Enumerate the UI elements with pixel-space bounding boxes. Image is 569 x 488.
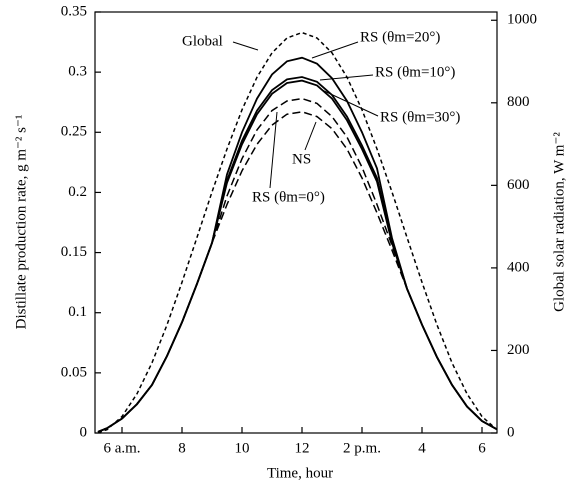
x-tick-label: 6 (478, 440, 486, 456)
y-tick-label: 0.35 (61, 3, 87, 19)
y-tick-label: 0.3 (68, 64, 87, 80)
y2-tick-label: 400 (507, 259, 530, 275)
y-tick-label: 0.15 (61, 244, 87, 260)
x-tick-label: 8 (178, 440, 186, 456)
x-tick-label: 10 (235, 440, 250, 456)
series-label: NS (292, 151, 311, 167)
y2-axis-label: Global solar radiation, W m⁻² (551, 132, 567, 312)
x-tick-label: 6 a.m. (103, 440, 140, 456)
y-axis-label: Distillate production rate, g m⁻² s⁻¹ (13, 115, 29, 330)
series-label: RS (θm=10°) (375, 64, 455, 80)
y-tick-label: 0.05 (61, 364, 87, 380)
series-label: RS (θm=20°) (360, 29, 440, 45)
y2-tick-label: 600 (507, 177, 530, 193)
y2-tick-label: 0 (507, 424, 515, 440)
label-leader (319, 74, 374, 81)
label-leader (269, 111, 278, 189)
series-line (97, 97, 498, 433)
y-tick-label: 0.25 (61, 124, 87, 140)
y2-tick-label: 200 (507, 342, 530, 358)
x-tick-label: 4 (418, 440, 426, 456)
y2-tick-label: 800 (507, 94, 530, 110)
series-line (97, 76, 498, 433)
plot-frame (94, 11, 498, 434)
label-leader (232, 41, 259, 51)
label-leader (321, 89, 379, 117)
y-tick-label: 0.2 (68, 184, 87, 200)
series-label: RS (θm=0°) (252, 189, 325, 205)
label-leader (311, 41, 359, 59)
x-axis-label: Time, hour (267, 465, 333, 481)
y-tick-label: 0.1 (68, 304, 87, 320)
x-tick-label: 2 p.m. (343, 440, 381, 456)
label-leader (304, 121, 317, 151)
y-tick-label: 0 (80, 424, 88, 440)
series-line (97, 79, 498, 433)
series-label: RS (θm=30°) (380, 109, 460, 125)
x-tick-label: 12 (295, 440, 310, 456)
y2-tick-label: 1000 (507, 12, 537, 28)
series-label: Global (182, 33, 223, 49)
